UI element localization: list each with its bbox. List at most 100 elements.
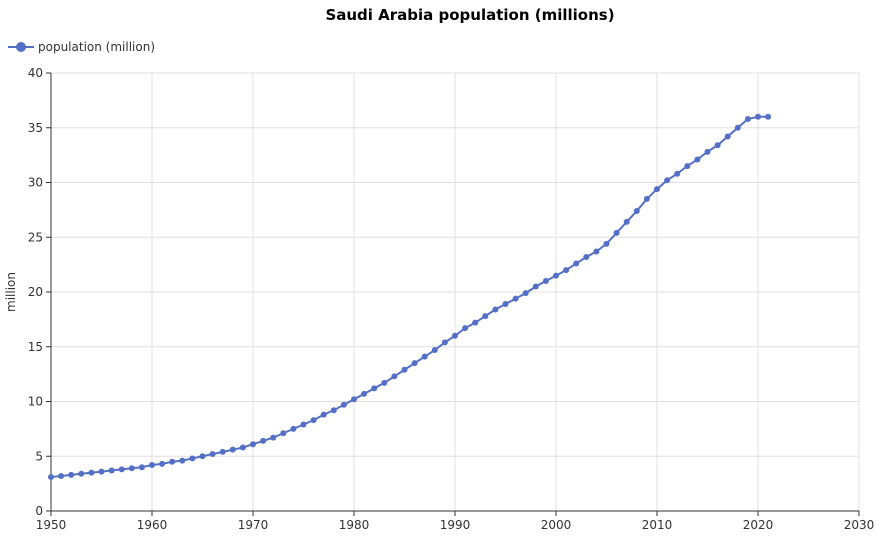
data-point[interactable] (229, 446, 236, 453)
data-point[interactable] (573, 260, 580, 267)
data-point[interactable] (149, 462, 155, 469)
data-point[interactable] (371, 385, 378, 392)
y-tick-label: 35 (28, 121, 43, 135)
data-point[interactable] (714, 142, 721, 149)
data-point[interactable] (431, 347, 438, 354)
data-point[interactable] (462, 325, 469, 332)
data-point[interactable] (159, 460, 166, 467)
data-point[interactable] (593, 248, 600, 255)
data-point[interactable] (482, 313, 489, 320)
data-point[interactable] (199, 453, 206, 460)
data-point[interactable] (219, 448, 226, 455)
data-point[interactable] (68, 471, 75, 478)
y-tick-label: 20 (28, 285, 43, 299)
y-tick-label: 5 (35, 449, 43, 463)
data-point[interactable] (78, 470, 85, 477)
data-point[interactable] (441, 339, 448, 346)
chart-title: Saudi Arabia population (millions) (325, 6, 614, 24)
data-point[interactable] (522, 290, 529, 297)
data-point[interactable] (290, 425, 297, 432)
y-axis-ticks: 0 5 10 15 20 25 30 35 40 (28, 66, 51, 518)
series-line (50, 115, 769, 479)
x-tick-label: 2000 (541, 518, 572, 532)
legend-series-label: population (million) (38, 40, 155, 54)
data-point[interactable] (300, 421, 307, 428)
legend[interactable]: population (million) (8, 40, 155, 54)
data-point[interactable] (472, 319, 479, 326)
y-tick-label: 15 (28, 340, 43, 354)
x-tick-label: 1950 (36, 518, 67, 532)
data-point[interactable] (209, 451, 216, 458)
data-point[interactable] (340, 401, 347, 408)
data-point[interactable] (48, 474, 54, 481)
x-axis-ticks: 1950 1960 1970 1980 1990 2000 2010 2020 2030 (36, 511, 875, 532)
data-point[interactable] (603, 240, 610, 247)
data-point[interactable] (553, 272, 559, 279)
data-point[interactable] (623, 218, 630, 225)
data-point[interactable] (583, 253, 590, 260)
data-point[interactable] (542, 278, 549, 285)
data-point[interactable] (452, 332, 458, 339)
data-point[interactable] (411, 360, 418, 367)
data-point[interactable] (189, 455, 196, 462)
data-point[interactable] (250, 441, 256, 448)
data-point[interactable] (664, 177, 671, 184)
data-point[interactable] (563, 267, 570, 274)
x-tick-label: 1960 (137, 518, 168, 532)
data-point[interactable] (643, 195, 650, 202)
y-tick-label: 10 (28, 395, 43, 409)
data-point[interactable] (118, 466, 125, 473)
x-tick-label: 2020 (743, 518, 774, 532)
y-axis-label: million (4, 272, 18, 312)
data-point[interactable] (381, 379, 388, 386)
x-tick-label: 2010 (642, 518, 673, 532)
data-point[interactable] (694, 156, 701, 163)
data-point[interactable] (98, 468, 105, 475)
data-point[interactable] (108, 467, 115, 474)
data-point[interactable] (280, 430, 287, 437)
data-point[interactable] (128, 465, 135, 472)
data-point[interactable] (512, 295, 519, 302)
data-point[interactable] (613, 229, 620, 236)
data-point[interactable] (320, 411, 327, 418)
data-point[interactable] (88, 469, 95, 476)
data-point[interactable] (239, 444, 246, 451)
series-group[interactable] (48, 113, 772, 481)
data-point[interactable] (734, 124, 741, 131)
data-point[interactable] (391, 373, 398, 380)
data-point[interactable] (765, 113, 772, 120)
data-point[interactable] (674, 170, 681, 177)
data-point[interactable] (270, 434, 277, 441)
data-point[interactable] (58, 472, 65, 479)
data-point[interactable] (654, 186, 660, 193)
y-tick-label: 30 (28, 176, 43, 190)
y-tick-label: 40 (28, 66, 43, 80)
x-tick-label: 2030 (844, 518, 875, 532)
x-tick-label: 1970 (238, 518, 269, 532)
data-point[interactable] (421, 353, 428, 360)
data-point[interactable] (744, 115, 751, 122)
data-point[interactable] (684, 163, 691, 170)
legend-marker-icon (16, 42, 26, 52)
data-point[interactable] (633, 207, 640, 214)
data-point[interactable] (401, 366, 408, 373)
data-point[interactable] (169, 458, 176, 465)
y-tick-label: 25 (28, 230, 43, 244)
data-point[interactable] (502, 301, 509, 308)
data-point[interactable] (724, 133, 731, 140)
data-point[interactable] (330, 407, 337, 414)
x-tick-label: 1990 (440, 518, 471, 532)
data-point[interactable] (310, 417, 317, 424)
data-point[interactable] (361, 390, 368, 397)
data-point[interactable] (260, 437, 267, 444)
grid (51, 72, 860, 511)
data-point[interactable] (138, 464, 145, 471)
data-point[interactable] (351, 396, 357, 403)
data-point[interactable] (704, 148, 711, 155)
y-tick-label: 0 (35, 504, 43, 518)
data-point[interactable] (532, 283, 539, 290)
data-point[interactable] (492, 306, 499, 313)
data-point[interactable] (755, 113, 761, 120)
data-point[interactable] (179, 457, 186, 464)
